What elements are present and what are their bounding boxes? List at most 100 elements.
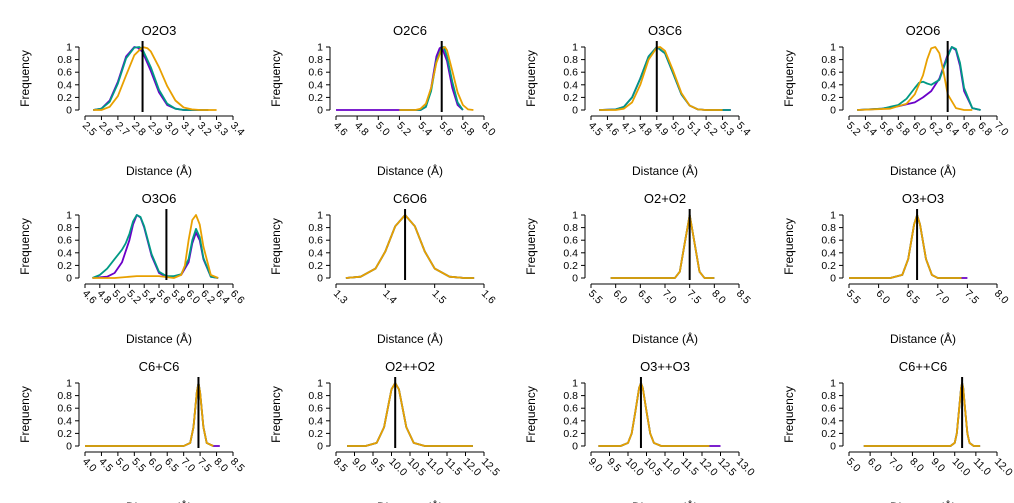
y-tick-label: 0: [66, 105, 72, 117]
y-axis-label: Frequency: [18, 386, 32, 443]
x-tick-label: 9.0: [586, 456, 605, 475]
y-tick-label: 1: [317, 210, 323, 222]
panel-title: C6++C6: [899, 359, 947, 374]
series-line-1: [336, 46, 464, 111]
x-tick-label: 4.0: [80, 456, 99, 475]
x-axis-label: Distance (Å): [126, 499, 192, 503]
y-tick-label: 0: [66, 441, 72, 453]
x-tick-label: 13.0: [734, 456, 757, 479]
y-tick-label: 0.6: [308, 235, 323, 247]
y-axis-label: Frequency: [782, 218, 796, 275]
x-tick-label: 1.6: [479, 288, 498, 307]
y-tick-label: 0.8: [821, 390, 836, 402]
y-tick-label: 0: [830, 105, 836, 117]
y-tick-label: 0.6: [821, 235, 836, 247]
panel-title: O2+O2: [644, 191, 686, 206]
y-axis-label: Frequency: [524, 386, 538, 443]
x-tick-label: 11.5: [442, 456, 464, 478]
panel-title: C6O6: [393, 191, 427, 206]
y-tick-label: 0.8: [57, 222, 72, 234]
y-tick-label: 0.8: [308, 390, 323, 402]
x-tick-label: 5.6: [437, 120, 456, 139]
series-line-2: [598, 382, 710, 447]
y-tick-label: 0.2: [57, 92, 72, 104]
x-tick-label: 12.5: [479, 456, 502, 479]
y-tick-label: 1: [317, 378, 323, 390]
series-line-3: [610, 214, 715, 279]
x-tick-label: 12.0: [460, 456, 483, 479]
x-tick-label: 9.5: [368, 456, 387, 475]
series-line-3: [345, 214, 475, 279]
y-tick-label: 0.4: [821, 247, 836, 259]
y-tick-label: 0.2: [57, 260, 72, 272]
y-tick-label: 1: [66, 210, 72, 222]
x-tick-label: 5.8: [458, 120, 477, 139]
y-tick-label: 0.6: [308, 67, 323, 79]
y-tick-label: 0.8: [821, 222, 836, 234]
x-tick-label: 4.9: [652, 120, 671, 139]
x-tick-label: 3.0: [162, 120, 181, 139]
y-tick-label: 0.8: [57, 54, 72, 66]
x-axis-label: Distance (Å): [126, 331, 192, 346]
y-tick-label: 1: [830, 42, 836, 54]
series-line-1: [92, 214, 219, 279]
series-line-3: [399, 46, 474, 111]
x-tick-label: 4.8: [352, 120, 371, 139]
x-tick-label: 8.5: [734, 288, 753, 307]
panel-title: O2O6: [906, 23, 941, 38]
x-tick-label: 5.0: [668, 120, 687, 139]
x-tick-label: 5.8: [893, 120, 912, 139]
x-tick-label: 2.5: [80, 120, 99, 139]
y-tick-label: 0.8: [563, 390, 578, 402]
x-tick-label: 3.4: [228, 120, 247, 139]
y-tick-label: 0.4: [308, 415, 323, 427]
y-tick-label: 0.6: [308, 403, 323, 415]
x-tick-label: 5.0: [373, 120, 392, 139]
y-tick-label: 1: [66, 42, 72, 54]
y-tick-label: 0.8: [308, 54, 323, 66]
x-tick-label: 7.0: [179, 456, 198, 475]
y-tick-label: 1: [317, 42, 323, 54]
series-line-1: [849, 214, 968, 279]
x-tick-label: 8.5: [331, 456, 350, 475]
y-tick-label: 0: [572, 441, 578, 453]
series-line-3: [849, 214, 962, 279]
x-tick-label: 5.6: [877, 120, 896, 139]
x-tick-label: 6.5: [903, 288, 922, 307]
y-tick-label: 0.6: [563, 403, 578, 415]
series-line-1: [599, 46, 731, 111]
x-tick-label: 2.7: [113, 120, 132, 139]
y-axis-label: Frequency: [269, 386, 283, 443]
x-tick-label: 3.3: [211, 120, 230, 139]
x-tick-label: 6.0: [910, 120, 929, 139]
y-tick-label: 0: [572, 105, 578, 117]
x-tick-label: 10.5: [405, 456, 428, 479]
x-tick-label: 8.0: [211, 456, 230, 475]
x-tick-label: 6.2: [926, 120, 945, 139]
y-tick-label: 0.2: [821, 92, 836, 104]
y-tick-label: 0: [317, 441, 323, 453]
x-tick-label: 12.0: [992, 456, 1014, 479]
x-tick-label: 8.0: [907, 456, 926, 475]
x-tick-label: 9.0: [928, 456, 947, 475]
y-tick-label: 0: [830, 441, 836, 453]
y-tick-label: 1: [572, 210, 578, 222]
y-axis-label: Frequency: [524, 218, 538, 275]
x-tick-label: 2.9: [146, 120, 165, 139]
panel-11: C6++C6 00.20.40.60.81 Frequency 5.0 6.0 7.0 8.…: [782, 359, 1014, 503]
x-tick-label: 11.5: [678, 456, 700, 478]
x-tick-label: 5.0: [844, 456, 863, 475]
x-tick-label: 5.5: [844, 288, 863, 307]
y-tick-label: 1: [830, 210, 836, 222]
y-tick-label: 0.6: [563, 235, 578, 247]
panel-title: O2O3: [142, 23, 177, 38]
x-tick-label: 7.0: [660, 288, 679, 307]
x-tick-label: 1.4: [380, 288, 399, 307]
x-tick-label: 5.5: [129, 456, 148, 475]
y-tick-label: 0.2: [57, 428, 72, 440]
x-tick-label: 2.8: [129, 120, 148, 139]
x-tick-label: 6.5: [162, 456, 181, 475]
